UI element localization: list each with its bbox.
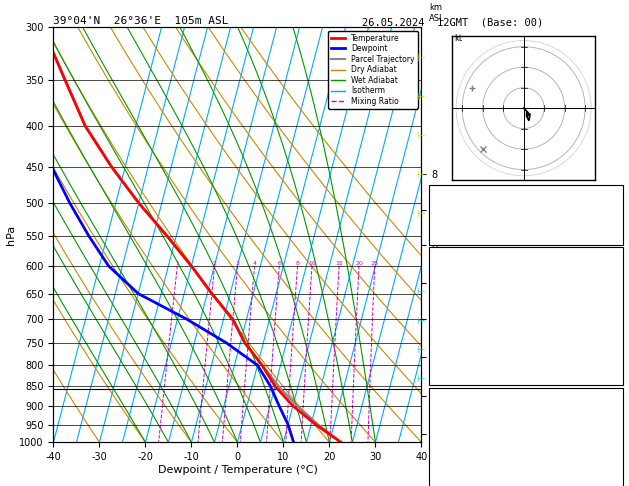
Text: kt: kt [454, 34, 462, 43]
Text: ⊢: ⊢ [416, 92, 425, 102]
Text: θₑ(K): θₑ(K) [432, 308, 459, 317]
Text: 50: 50 [609, 207, 620, 216]
Text: 198: 198 [603, 347, 620, 356]
Text: Most Unstable: Most Unstable [491, 390, 561, 399]
Text: 15: 15 [335, 261, 343, 266]
Text: 2: 2 [614, 366, 620, 376]
Text: -2: -2 [609, 328, 620, 337]
Text: ⊢: ⊢ [416, 209, 425, 219]
Text: 321: 321 [603, 308, 620, 317]
Text: ⊢: ⊢ [416, 374, 425, 384]
Y-axis label: Mixing Ratio (g/kg): Mixing Ratio (g/kg) [440, 195, 449, 274]
Legend: Temperature, Dewpoint, Parcel Trajectory, Dry Adiabat, Wet Adiabat, Isotherm, Mi: Temperature, Dewpoint, Parcel Trajectory… [328, 31, 418, 109]
Text: ⊢: ⊢ [416, 287, 425, 296]
Text: © weatheronline.co.uk: © weatheronline.co.uk [475, 469, 579, 479]
Text: ⊢: ⊢ [416, 53, 425, 63]
Text: Lifted Index: Lifted Index [432, 328, 497, 337]
Text: Totals Totals: Totals Totals [432, 207, 502, 216]
Text: 198: 198 [603, 468, 620, 477]
Text: 26.05.2024  12GMT  (Base: 00): 26.05.2024 12GMT (Base: 00) [362, 17, 543, 27]
Text: ⊢: ⊢ [416, 170, 425, 180]
Text: 39°04'N  26°36'E  105m ASL: 39°04'N 26°36'E 105m ASL [53, 16, 229, 26]
Text: 321: 321 [603, 429, 620, 438]
Text: 3: 3 [236, 261, 240, 266]
Text: 8: 8 [296, 261, 299, 266]
Text: Surface: Surface [507, 250, 545, 259]
Text: K: K [432, 187, 438, 196]
Text: PW (cm): PW (cm) [432, 226, 470, 235]
Text: km
ASL: km ASL [429, 3, 445, 22]
Text: θₑ (K): θₑ (K) [432, 429, 464, 438]
Text: 22.5: 22.5 [598, 269, 620, 278]
Text: Pressure (mb): Pressure (mb) [432, 410, 502, 419]
Text: CIN (J): CIN (J) [432, 366, 470, 376]
Text: Temp (°C): Temp (°C) [432, 269, 481, 278]
Text: 10: 10 [609, 187, 620, 196]
Text: CAPE (J): CAPE (J) [432, 347, 475, 356]
Text: 12.2: 12.2 [598, 289, 620, 298]
Text: CAPE (J): CAPE (J) [432, 468, 475, 477]
Text: 10: 10 [308, 261, 316, 266]
Y-axis label: hPa: hPa [6, 225, 16, 244]
X-axis label: Dewpoint / Temperature (°C): Dewpoint / Temperature (°C) [157, 465, 318, 475]
Text: ⊢: ⊢ [416, 345, 425, 355]
Text: 1: 1 [175, 261, 179, 266]
Text: ⊢: ⊢ [416, 316, 425, 326]
Text: 1.86: 1.86 [598, 226, 620, 235]
Text: ⊢: ⊢ [416, 131, 425, 141]
Text: 1000: 1000 [598, 410, 620, 419]
Text: 6: 6 [277, 261, 281, 266]
Text: Lifted Index: Lifted Index [432, 449, 497, 458]
Text: 2: 2 [213, 261, 216, 266]
Text: 25: 25 [371, 261, 379, 266]
Text: -2: -2 [609, 449, 620, 458]
Text: 4: 4 [253, 261, 257, 266]
Text: 20: 20 [355, 261, 363, 266]
Text: Dewp (°C): Dewp (°C) [432, 289, 481, 298]
